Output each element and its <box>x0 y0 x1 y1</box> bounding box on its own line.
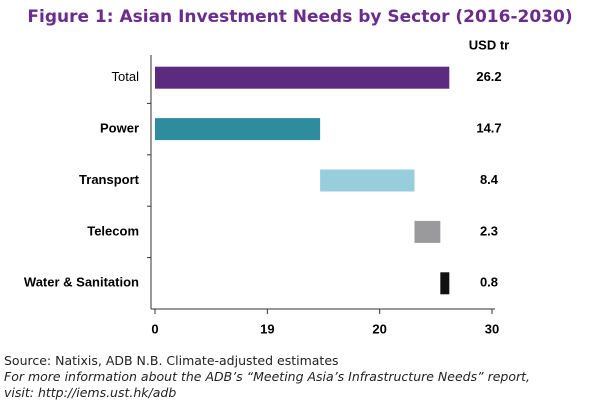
source: Source: Natixis, ADB N.B. Climate-adjust… <box>4 353 339 368</box>
value-label: 8.4 <box>480 172 499 187</box>
value-label: 0.8 <box>480 275 498 290</box>
bar <box>414 220 441 243</box>
value-label: 26.2 <box>476 69 501 84</box>
x-tick-label: 30 <box>485 321 499 336</box>
bar <box>155 66 450 89</box>
y-tick-label: Telecom <box>87 223 139 238</box>
y-tick-label: Power <box>100 121 139 136</box>
x-tick-label: 19 <box>260 321 274 336</box>
y-tick-label: Water & Sanitation <box>24 275 139 290</box>
chart: Figure 1: Asian Investment Needs by Sect… <box>24 7 573 336</box>
value-label: 2.3 <box>480 223 498 238</box>
y-tick-label: Total <box>112 69 140 84</box>
bar <box>320 169 415 192</box>
bar <box>155 118 321 141</box>
y-tick-label: Transport <box>79 172 140 187</box>
note: For more information about the ADB’s “Me… <box>4 369 530 384</box>
chart-title: Figure 1: Asian Investment Needs by Sect… <box>27 7 572 27</box>
value-label: 14.7 <box>476 121 501 136</box>
unit-label: USD tr <box>469 37 509 52</box>
x-tick-label: 0 <box>151 321 158 336</box>
x-tick-label: 20 <box>372 321 386 336</box>
note: visit: http://iems.ust.hk/adb <box>4 385 177 400</box>
bar <box>440 272 450 295</box>
